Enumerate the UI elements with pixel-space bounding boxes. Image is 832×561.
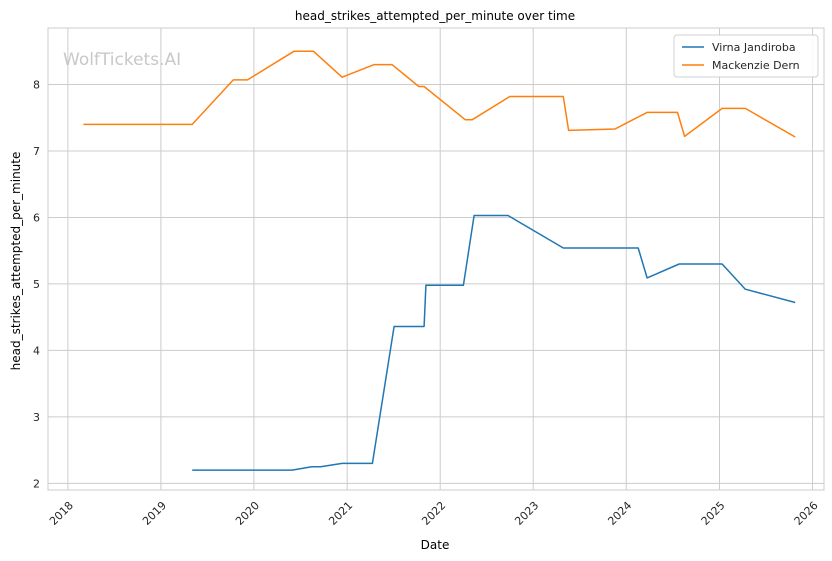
x-tick-label: 2019 bbox=[140, 499, 169, 528]
legend: Virna Jandiroba Mackenzie Dern bbox=[673, 34, 819, 78]
legend-box bbox=[673, 34, 819, 78]
x-tick-label: 2020 bbox=[233, 499, 262, 528]
x-tick-label: 2022 bbox=[419, 499, 448, 528]
y-tick-label: 6 bbox=[33, 211, 40, 224]
legend-label: Virna Jandiroba bbox=[712, 41, 796, 54]
x-tick-label: 2023 bbox=[512, 499, 541, 528]
x-tick-label: 2018 bbox=[47, 499, 76, 528]
y-tick-label: 8 bbox=[33, 79, 40, 92]
y-tick-label: 3 bbox=[33, 411, 40, 424]
legend-label: Mackenzie Dern bbox=[712, 59, 800, 72]
series-line bbox=[192, 214, 796, 471]
watermark: WolfTickets.AI bbox=[63, 50, 181, 70]
chart-title: head_strikes_attempted_per_minute over t… bbox=[295, 9, 575, 23]
x-tick-label: 2021 bbox=[326, 499, 355, 528]
x-tick-label: 2025 bbox=[699, 499, 728, 528]
series-lines bbox=[83, 50, 796, 471]
y-axis-label: head_strikes_attempted_per_minute bbox=[9, 152, 23, 371]
x-tick-label: 2024 bbox=[605, 499, 634, 528]
x-tick-label: 2026 bbox=[792, 499, 821, 528]
y-tick-label: 5 bbox=[33, 278, 40, 291]
y-tick-label: 4 bbox=[33, 344, 40, 357]
plot-area bbox=[47, 27, 825, 491]
grid bbox=[48, 28, 824, 490]
y-tick-label: 2 bbox=[33, 477, 40, 490]
x-axis-ticks: 2018 2019 2020 2021 2022 2023 2024 2025 2026 bbox=[47, 499, 821, 528]
y-tick-label: 7 bbox=[33, 145, 40, 158]
x-axis-label: Date bbox=[421, 538, 450, 552]
series-line bbox=[83, 50, 796, 138]
y-axis-ticks: 2 3 4 5 6 7 8 bbox=[33, 79, 40, 491]
